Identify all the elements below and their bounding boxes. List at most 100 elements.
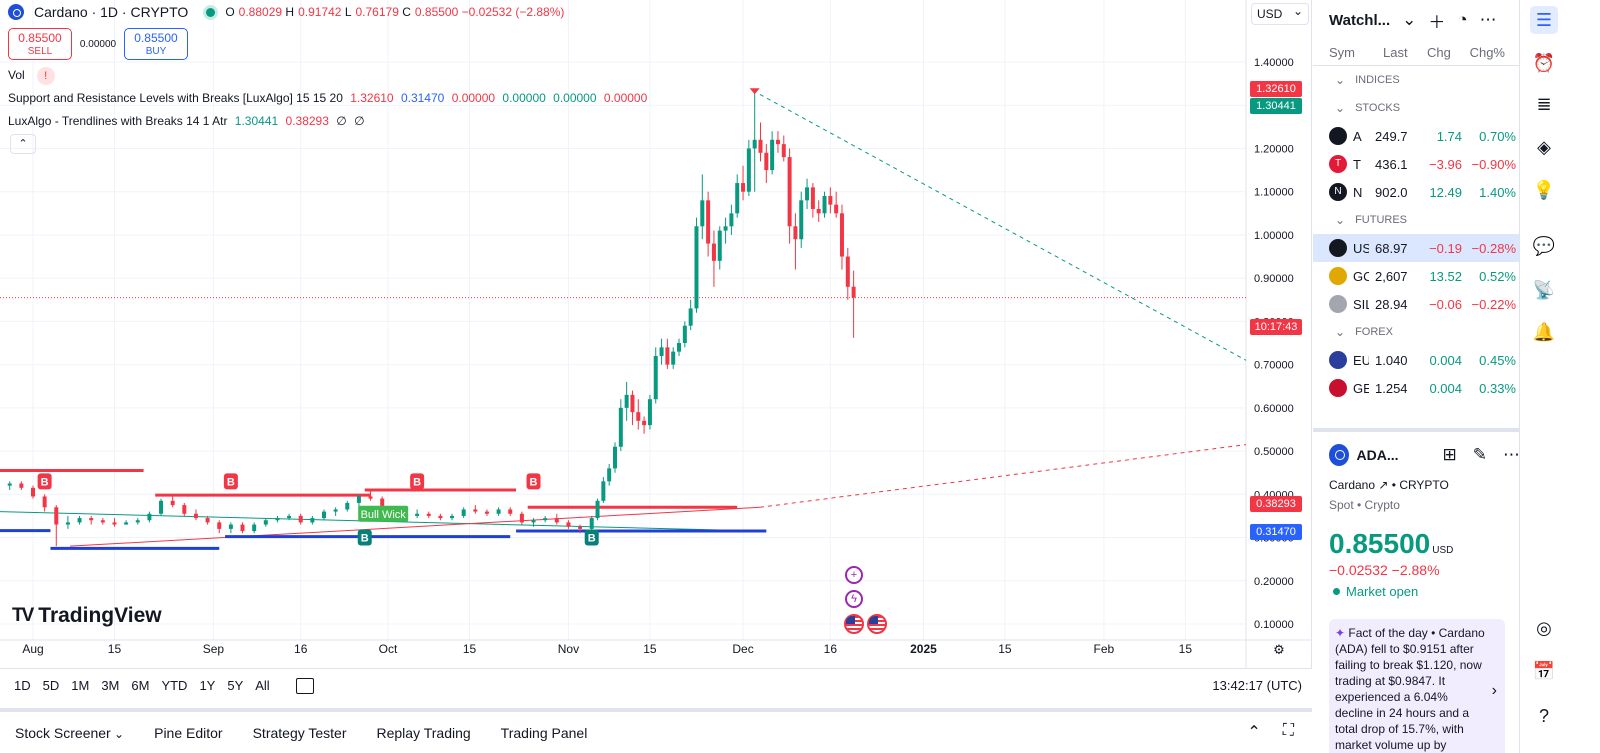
layout-grid-icon[interactable]: ⊞ [1442,445,1457,464]
candle-body [252,524,257,532]
y-tick-label: 0.10000 [1254,619,1294,631]
fact-of-the-day[interactable]: ✦ Fact of the day • Cardano (ADA) fell t… [1329,619,1505,753]
y-tick-label: 0.90000 [1254,273,1294,285]
tab-replay-trading[interactable]: Replay Trading [376,724,471,741]
bottom-panel-tabs: Stock Screener Pine Editor Strategy Test… [0,708,1312,753]
section-forex[interactable]: FOREX [1313,318,1519,346]
tradingview-logo: TV TradingView [12,604,162,627]
y-tick-label: 0.60000 [1254,403,1294,415]
trendline-indicator-legend[interactable]: LuxAlgo - Trendlines with Breaks 14 1 At… [8,114,365,128]
notifications-bell-icon[interactable]: 🔔 [1532,321,1556,342]
range-6m[interactable]: 6M [131,678,150,693]
details-type: Spot • Crypto [1329,498,1400,512]
range-5y[interactable]: 5Y [227,678,244,693]
range-1y[interactable]: 1Y [199,678,216,693]
details-symbol[interactable]: ADA... [1356,447,1399,463]
row-change-percent: 0.70% [1479,128,1516,144]
external-link-icon[interactable]: ↗ [1378,478,1392,492]
chat-icon[interactable]: 💬 [1532,235,1556,256]
vol-legend[interactable]: Vol! [8,67,59,85]
candle-body [700,200,705,227]
candle-body [851,286,856,298]
watchlist-row[interactable]: SIL 28.94 −0.06 −0.22% [1313,290,1519,318]
candle-body [380,498,385,510]
collapse-panel-icon[interactable]: ⌃ [1247,724,1261,741]
watchlist-row[interactable]: GC 2,607 13.52 0.52% [1313,262,1519,290]
watchlist-row[interactable]: US 68.97 −0.19 −0.28% [1313,234,1519,262]
watchlist-row[interactable]: A 249.7 1.74 0.70% [1313,122,1519,150]
more-options-icon[interactable]: ⋯ [1503,445,1520,464]
watchlist-icon[interactable]: ☰ [1530,6,1558,34]
us-flag-event-icon[interactable] [844,614,864,634]
event-lightning-icon[interactable]: ϟ [845,590,863,608]
tab-trading-panel[interactable]: Trading Panel [500,724,588,741]
calendar-goto-icon[interactable] [295,677,314,694]
row-change: 0.004 [1429,380,1462,396]
alarm-clock-icon[interactable]: ⏰ [1532,52,1556,73]
details-change: −0.02532 −2.88% [1329,562,1440,578]
help-icon[interactable]: ? [1538,705,1549,726]
col-chgp[interactable]: Chg% [1469,45,1505,60]
tab-pine-editor[interactable]: Pine Editor [154,724,223,741]
chart-pane[interactable]: 1.400001.300001.200001.100001.000000.900… [0,0,1312,668]
more-options-icon[interactable]: ⋯ [1479,10,1497,29]
y-tick-label: 0.70000 [1254,360,1294,372]
warning-icon[interactable]: ! [36,67,55,85]
ideas-bulb-icon[interactable]: 💡 [1532,179,1556,200]
axis-label-trendline-upper: 1.30441 [1250,98,1302,114]
row-change-percent: 1.40% [1479,184,1516,200]
range-1m[interactable]: 1M [71,678,90,693]
tab-strategy-tester[interactable]: Strategy Tester [252,724,347,741]
currency-select[interactable]: USD [1251,3,1309,25]
advanced-view-icon[interactable]: ◔ [1457,10,1468,29]
range-all[interactable]: All [255,678,270,693]
us-flag-event-icon[interactable] [867,614,887,634]
candle-body [310,518,315,523]
x-tick-label: Sep [203,642,225,656]
watchlist-title[interactable]: Watchl... [1329,11,1391,29]
range-1d[interactable]: 1D [14,678,31,693]
add-symbol-icon[interactable]: ＋ [1428,12,1446,32]
candle-body [496,509,501,514]
watchlist-row[interactable]: T T 436.1 −3.96 −0.90% [1313,150,1519,178]
collapse-legend-button[interactable]: ⌃ [10,134,36,154]
range-3m[interactable]: 3M [101,678,120,693]
streams-icon[interactable]: 📡 [1532,279,1556,300]
utc-clock[interactable]: 13:42:17 (UTC) [1212,678,1302,693]
layers-icon[interactable]: ◈ [1537,136,1551,157]
sr-indicator-legend[interactable]: Support and Resistance Levels with Break… [8,91,648,105]
symbol-legend: Cardano · 1D · CRYPTO O 0.88029 H 0.91742 … [8,4,568,20]
watchlist-row[interactable]: GE 1.254 0.004 0.33% [1313,374,1519,402]
row-change: −3.96 [1429,156,1462,172]
row-change-percent: −0.90% [1471,156,1516,172]
watchlist-row[interactable]: N N 902.0 12.49 1.40% [1313,178,1519,206]
candle-body [147,513,152,521]
chart-canvas[interactable]: 1.400001.300001.200001.100001.000000.900… [0,0,1312,668]
section-stocks[interactable]: STOCKS [1313,94,1519,122]
range-5d[interactable]: 5D [42,678,60,693]
section-futures[interactable]: FUTURES [1313,206,1519,234]
col-chg[interactable]: Chg [1427,45,1451,60]
section-indices[interactable]: INDICES [1313,66,1519,94]
tab-stock-screener[interactable]: Stock Screener [0,725,139,741]
maximize-panel-icon[interactable]: ⛶ [1282,722,1294,739]
range-ytd[interactable]: YTD [161,678,188,693]
y-tick-label: 1.20000 [1254,143,1294,155]
candle-body [741,183,746,192]
calendar-icon[interactable]: 📅 [1532,660,1556,681]
col-last[interactable]: Last [1383,45,1408,60]
order-panel-icon[interactable]: ◎ [1536,617,1552,638]
watchlist-row[interactable]: EU 1.040 0.004 0.45% [1313,346,1519,374]
candle-body [77,518,82,523]
cardano-logo-icon [1329,444,1349,466]
edit-icon[interactable]: ✎ [1472,445,1487,464]
symbol-title[interactable]: Cardano · 1D · CRYPTO [34,4,189,20]
sell-button[interactable]: 0.85500 SELL [8,28,72,60]
col-sym[interactable]: Sym [1329,45,1355,60]
x-tick-label: 15 [108,642,122,656]
object-tree-icon[interactable]: ≣ [1536,93,1552,114]
symbol-details-panel: ADA... ⊞ ✎ ⋯ Cardano ↗ • CRYPTO Spot • C… [1313,428,1520,753]
event-plus-icon[interactable]: + [845,566,863,584]
buy-button[interactable]: 0.85500 BUY [124,28,188,60]
chevron-down-icon[interactable]: ⌄ [1402,10,1417,29]
